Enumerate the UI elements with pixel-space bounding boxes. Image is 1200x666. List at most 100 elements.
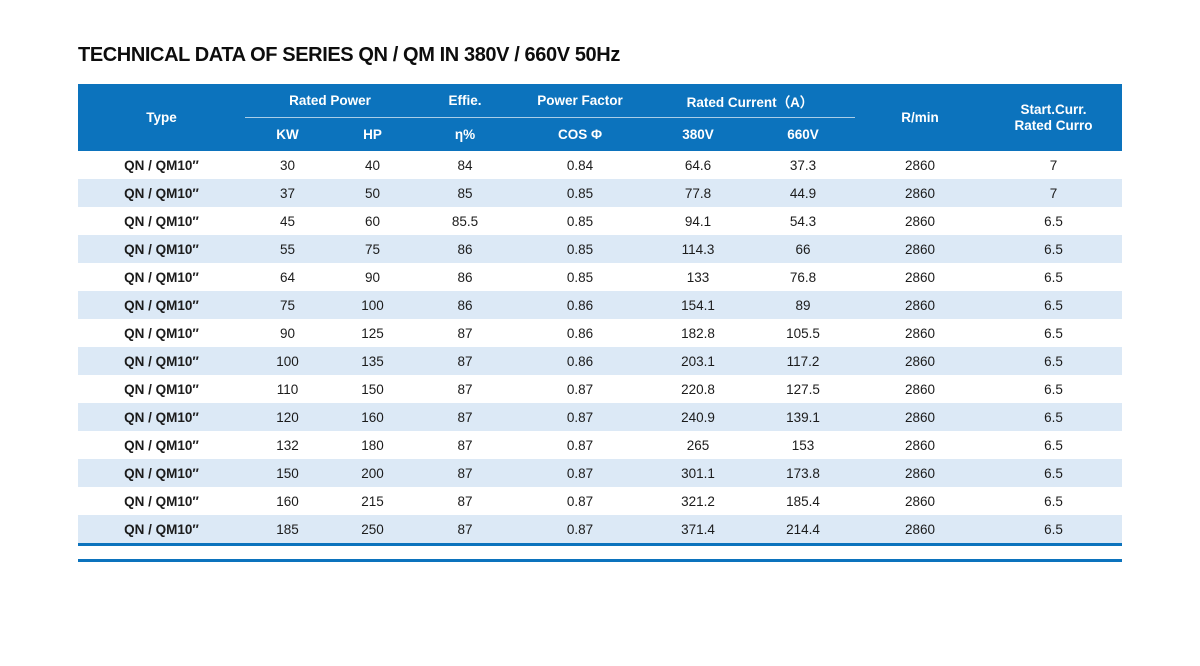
value-cell: 6.5 <box>1044 269 1063 285</box>
value-cell: 7 <box>1049 157 1058 173</box>
table-row: QN / QM10″ 55 75 86 0.85 114.3 66 2860 6.5 <box>78 235 1123 263</box>
value-cell: 154.1 <box>681 297 715 313</box>
value-cell: 0.87 <box>566 465 594 481</box>
table-row: QN / QM10″ 150 200 87 0.87 301.1 173.8 2860 6.5 <box>78 459 1123 487</box>
value-cell: 203.1 <box>681 353 715 369</box>
value-cell: 87 <box>457 325 473 341</box>
value-cell: 30 <box>279 157 296 173</box>
value-cell: 220.8 <box>681 381 715 397</box>
value-cell: 6.5 <box>1044 213 1063 229</box>
type-cell: QN / QM10″ <box>124 353 199 369</box>
value-cell: 85.5 <box>451 213 479 229</box>
value-cell: 301.1 <box>681 465 715 481</box>
value-cell: 87 <box>457 521 473 537</box>
value-cell: 2860 <box>904 213 936 229</box>
value-cell: 139.1 <box>786 409 820 425</box>
value-cell: 150 <box>276 465 299 481</box>
value-cell: 6.5 <box>1044 521 1063 537</box>
value-cell: 54.3 <box>789 213 817 229</box>
value-cell: 214.4 <box>786 521 820 537</box>
value-cell: 60 <box>364 213 381 229</box>
value-cell: 0.87 <box>566 437 594 453</box>
value-cell: 90 <box>364 269 381 285</box>
value-cell: 114.3 <box>681 241 715 257</box>
col-header-380v: 380V <box>645 117 751 151</box>
header-row-groups: Type Rated Power Effie. Power Factor Rat… <box>78 84 1123 151</box>
value-cell: 133 <box>686 269 710 285</box>
value-cell: 45 <box>279 213 296 229</box>
value-cell: 6.5 <box>1044 353 1063 369</box>
value-cell: 90 <box>279 325 296 341</box>
value-cell: 215 <box>361 493 384 509</box>
value-cell: 89 <box>795 297 811 313</box>
table-row: QN / QM10″ 132 180 87 0.87 265 153 2860 6.5 <box>78 431 1122 459</box>
value-cell: 0.85 <box>566 241 594 257</box>
table-body: QN / QM10″ 30 40 84 0.84 64.6 37.3 2860 7 QN / QM… <box>78 151 1123 545</box>
value-cell: 2860 <box>904 325 936 341</box>
value-cell: 6.5 <box>1044 325 1063 341</box>
value-cell: 110 <box>276 381 299 397</box>
value-cell: 0.86 <box>566 297 594 313</box>
value-cell: 0.85 <box>566 185 594 201</box>
value-cell: 75 <box>364 241 381 257</box>
col-header-kw: KW <box>245 117 330 151</box>
table-row: QN / QM10″ 100 135 87 0.86 203.1 117.2 2860 6.5 <box>78 347 1123 375</box>
type-cell: QN / QM10″ <box>124 157 199 173</box>
value-cell: 64.6 <box>684 157 712 173</box>
value-cell: 87 <box>457 465 473 481</box>
value-cell: 87 <box>457 353 473 369</box>
col-header-660v: 660V <box>751 117 856 151</box>
table-row: QN / QM10″ 75 100 86 0.86 154.1 89 2860 6.5 <box>78 291 1123 319</box>
value-cell: 153 <box>791 437 815 453</box>
value-cell: 37 <box>279 185 296 201</box>
header-row-units: KW HP η% COS Φ 380V 660V <box>78 117 1122 151</box>
value-cell: 321.2 <box>681 493 715 509</box>
page-title: TECHNICAL DATA OF SERIES QN / QM IN 380V… <box>78 44 620 66</box>
value-cell: 127.5 <box>786 381 820 397</box>
table-row: QN / QM10″ 120 160 87 0.87 240.9 139.1 2860 6.5 <box>78 403 1123 431</box>
value-cell: 86 <box>457 297 473 313</box>
table-header: Type Rated Power Effie. Power Factor Rat… <box>78 84 1123 151</box>
value-cell: 87 <box>457 381 473 397</box>
type-cell: QN / QM10″ <box>124 269 199 285</box>
table-row: QN / QM10″ 185 250 87 0.87 371.4 214.4 2860 6.5 <box>78 515 1123 545</box>
col-header-cos-phi: COS Φ <box>515 117 645 151</box>
type-cell: QN / QM10″ <box>124 297 199 313</box>
value-cell: 87 <box>457 409 473 425</box>
type-cell: QN / QM10″ <box>124 381 199 397</box>
type-cell: QN / QM10″ <box>124 213 199 229</box>
value-cell: 6.5 <box>1044 241 1063 257</box>
type-cell: QN / QM10″ <box>124 465 199 481</box>
value-cell: 84 <box>457 157 473 173</box>
value-cell: 0.87 <box>566 381 594 397</box>
value-cell: 2860 <box>904 185 936 201</box>
table-row: QN / QM10″ 64 90 86 0.85 133 76.8 2860 6.5 <box>78 263 1122 291</box>
value-cell: 132 <box>276 437 299 453</box>
type-cell: QN / QM10″ <box>124 493 199 509</box>
start-curr-line1: Start.Curr. <box>1020 101 1087 117</box>
value-cell: 87 <box>457 493 473 509</box>
value-cell: 185.4 <box>786 493 820 509</box>
value-cell: 0.86 <box>566 325 594 341</box>
col-header-effie: Effie. <box>415 84 515 118</box>
type-cell: QN / QM10″ <box>124 437 199 453</box>
value-cell: 75 <box>279 297 296 313</box>
value-cell: 64 <box>279 269 296 285</box>
value-cell: 185 <box>276 521 299 537</box>
value-cell: 2860 <box>904 297 936 313</box>
value-cell: 135 <box>361 353 384 369</box>
type-cell: QN / QM10″ <box>124 409 199 425</box>
table-row: QN / QM10″ 110 150 87 0.87 220.8 127.5 2860 6.5 <box>78 375 1122 403</box>
value-cell: 100 <box>361 297 384 313</box>
value-cell: 2860 <box>904 269 936 285</box>
value-cell: 0.86 <box>566 353 594 369</box>
table-row: QN / QM10″ 45 60 85.5 0.85 94.1 54.3 2860 6.5 <box>78 207 1122 235</box>
table-row: QN / QM10″ 37 50 85 0.85 77.8 44.9 2860 7 <box>78 179 1123 207</box>
value-cell: 2860 <box>904 381 936 397</box>
value-cell: 100 <box>276 353 299 369</box>
value-cell: 77.8 <box>684 185 712 201</box>
value-cell: 6.5 <box>1044 493 1063 509</box>
catalog-page: TECHNICAL DATA OF SERIES QN / QM IN 380V… <box>78 44 1123 562</box>
value-cell: 180 <box>361 437 384 453</box>
start-curr-line2: Rated Curro <box>1014 117 1093 133</box>
